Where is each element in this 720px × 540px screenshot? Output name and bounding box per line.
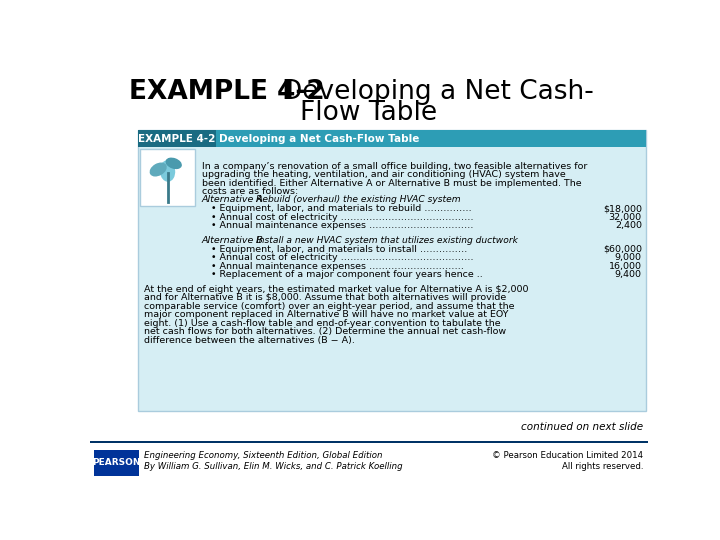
Text: • Annual cost of electricity ……………………………………: • Annual cost of electricity ……………………………… [211, 213, 474, 221]
FancyBboxPatch shape [138, 130, 647, 411]
Text: Install a new HVAC system that utilizes existing ductwork: Install a new HVAC system that utilizes … [256, 236, 518, 245]
Text: $60,000: $60,000 [603, 245, 642, 254]
FancyBboxPatch shape [90, 441, 648, 443]
Text: At the end of eight years, the estimated market value for Alternative A is $2,00: At the end of eight years, the estimated… [144, 285, 528, 294]
Text: upgrading the heating, ventilation, and air conditioning (HVAC) system have: upgrading the heating, ventilation, and … [202, 170, 565, 179]
Text: continued on next slide: continued on next slide [521, 422, 644, 432]
Text: 16,000: 16,000 [609, 262, 642, 271]
Text: 32,000: 32,000 [608, 213, 642, 221]
Text: All rights reserved.: All rights reserved. [562, 462, 644, 471]
Text: difference between the alternatives (B − A).: difference between the alternatives (B −… [144, 336, 355, 345]
Text: • Equipment, labor, and materials to rebuild ……………: • Equipment, labor, and materials to reb… [211, 204, 472, 213]
Text: Rebuild (overhaul) the existing HVAC system: Rebuild (overhaul) the existing HVAC sys… [256, 195, 461, 204]
Text: © Pearson Education Limited 2014: © Pearson Education Limited 2014 [492, 451, 644, 461]
Text: 2,400: 2,400 [615, 221, 642, 230]
Ellipse shape [166, 158, 181, 168]
Text: Flow Table: Flow Table [300, 99, 438, 125]
Text: net cash flows for both alternatives. (2) Determine the annual net cash-flow: net cash flows for both alternatives. (2… [144, 327, 506, 336]
Text: Alternative A: Alternative A [202, 195, 264, 204]
Text: comparable service (comfort) over an eight-year period, and assume that the: comparable service (comfort) over an eig… [144, 302, 515, 311]
Text: eight. (1) Use a cash-flow table and end-of-year convention to tabulate the: eight. (1) Use a cash-flow table and end… [144, 319, 501, 328]
Text: Developing a Net Cash-Flow Table: Developing a Net Cash-Flow Table [220, 134, 420, 144]
Text: • Annual cost of electricity ……………………………………: • Annual cost of electricity ……………………………… [211, 253, 474, 262]
Text: Alternative B: Alternative B [202, 236, 264, 245]
Text: Developing a Net Cash-: Developing a Net Cash- [282, 79, 594, 105]
Text: EXAMPLE 4-2: EXAMPLE 4-2 [129, 79, 325, 105]
Text: and for Alternative B it is $8,000. Assume that both alternatives will provide: and for Alternative B it is $8,000. Assu… [144, 294, 506, 302]
FancyBboxPatch shape [90, 441, 648, 481]
Text: • Annual maintenance expenses ……………………………: • Annual maintenance expenses …………………………… [211, 221, 474, 230]
Text: $18,000: $18,000 [603, 204, 642, 213]
Text: 9,400: 9,400 [615, 271, 642, 279]
Text: • Equipment, labor, and materials to install ……………: • Equipment, labor, and materials to ins… [211, 245, 467, 254]
FancyBboxPatch shape [215, 130, 647, 147]
Text: In a company’s renovation of a small office building, two feasible alternatives : In a company’s renovation of a small off… [202, 162, 587, 171]
Text: EXAMPLE 4-2: EXAMPLE 4-2 [138, 134, 215, 144]
Text: major component replaced in Alternative B will have no market value at EOY: major component replaced in Alternative … [144, 310, 509, 320]
Text: been identified. Either Alternative A or Alternative B must be implemented. The: been identified. Either Alternative A or… [202, 179, 581, 188]
Text: • Replacement of a major component four years hence ..: • Replacement of a major component four … [211, 271, 482, 279]
Text: • Annual maintenance expenses …………………………: • Annual maintenance expenses ………………………… [211, 262, 464, 271]
FancyBboxPatch shape [94, 450, 139, 476]
Text: By William G. Sullivan, Elin M. Wicks, and C. Patrick Koelling: By William G. Sullivan, Elin M. Wicks, a… [144, 462, 403, 471]
FancyBboxPatch shape [140, 148, 195, 206]
Text: 9,000: 9,000 [615, 253, 642, 262]
Ellipse shape [150, 163, 166, 176]
Ellipse shape [161, 161, 174, 181]
Text: Engineering Economy, Sixteenth Edition, Global Edition: Engineering Economy, Sixteenth Edition, … [144, 451, 383, 461]
FancyBboxPatch shape [138, 130, 215, 147]
Text: PEARSON: PEARSON [92, 458, 140, 468]
Text: costs are as follows:: costs are as follows: [202, 187, 298, 196]
